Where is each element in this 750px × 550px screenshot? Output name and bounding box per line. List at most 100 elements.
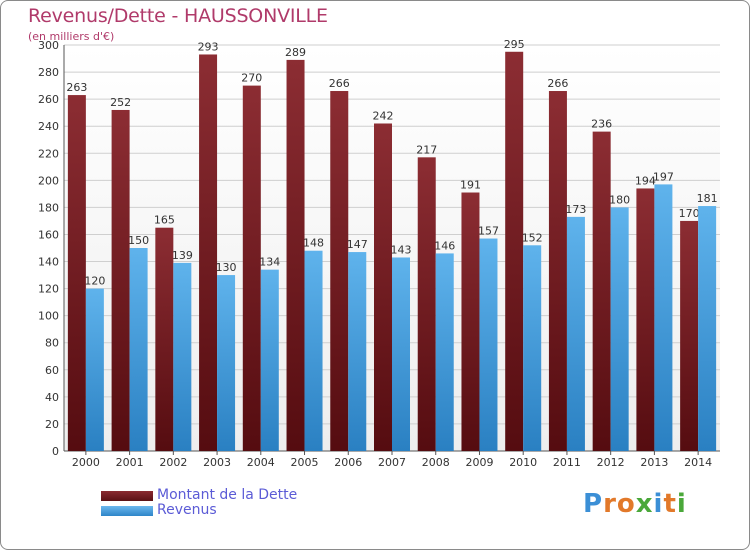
bar-revenus [217,275,236,451]
bar-revenus [260,269,279,451]
bar-revenus [392,257,410,451]
bar-revenus [435,253,454,451]
bar-dette [67,95,86,451]
bar-dette [592,131,611,451]
x-tick-label: 2007 [378,456,406,469]
legend-label-revenus: Revenus [157,502,217,518]
bar-dette [680,220,699,451]
y-tick-label: 300 [38,39,59,52]
x-tick-label: 2014 [684,456,712,469]
y-tick-label: 240 [38,120,59,133]
x-tick-label: 2002 [159,456,187,469]
x-tick-label: 2006 [334,456,362,469]
x-tick-label: 2005 [291,456,319,469]
data-label: 143 [391,243,412,256]
bar-dette [417,157,436,451]
data-label: 152 [522,231,543,244]
y-tick-label: 160 [38,228,59,241]
bar-revenus [610,207,629,451]
bar-revenus [348,252,367,451]
y-tick-label: 140 [38,256,59,269]
data-label: 170 [679,207,700,220]
bar-dette [286,59,305,452]
bar-dette [548,91,567,451]
bar-revenus [523,245,542,451]
data-label: 266 [329,77,350,90]
bar-dette [111,109,130,452]
bar-dette [461,192,480,451]
legend-swatch-revenus [101,506,153,516]
x-tick-label: 2001 [116,456,144,469]
bar-revenus [479,238,498,451]
data-label: 197 [653,170,674,183]
proxiti-logo: Proxiti [583,489,687,519]
data-label: 266 [547,77,568,90]
bar-dette [374,123,392,451]
data-label: 173 [565,203,586,216]
y-tick-label: 100 [38,310,59,323]
x-tick-label: 2004 [247,456,275,469]
y-tick-label: 120 [38,283,59,296]
x-tick-label: 2013 [640,456,668,469]
bar-revenus [129,248,148,451]
bar-revenus [173,262,192,451]
x-tick-label: 2003 [203,456,231,469]
x-tick-label: 2000 [72,456,100,469]
bar-dette [636,188,655,451]
bar-dette [242,85,261,451]
data-label: 146 [434,239,455,252]
y-tick-label: 280 [38,66,59,79]
bar-dette [155,227,174,451]
y-tick-label: 0 [52,445,59,458]
y-tick-label: 20 [45,418,59,431]
y-tick-label: 200 [38,174,59,187]
data-label: 165 [154,214,175,227]
bar-dette [330,91,349,451]
bar-revenus [85,288,104,451]
y-tick-label: 260 [38,93,59,106]
data-label: 150 [128,234,149,247]
data-label: 236 [591,118,612,131]
data-label: 134 [259,256,280,269]
bar-revenus [654,184,673,452]
data-label: 263 [66,81,87,94]
y-tick-label: 180 [38,201,59,214]
data-label: 139 [172,249,193,262]
legend-label-dette: Montant de la Dette [157,487,298,503]
y-tick-label: 80 [45,337,59,350]
legend-swatch-dette [101,491,153,501]
bar-dette [199,54,218,452]
data-label: 130 [216,261,237,274]
data-label: 147 [347,238,368,251]
data-label: 181 [697,192,718,205]
x-tick-label: 2009 [465,456,493,469]
bar-revenus [698,206,717,451]
data-label: 120 [84,275,105,288]
chart-title: Revenus/Dette - HAUSSONVILLE [28,5,328,27]
data-label: 289 [285,46,306,59]
x-tick-label: 2012 [597,456,625,469]
data-label: 295 [504,38,525,51]
data-label: 191 [460,179,481,192]
x-tick-label: 2008 [422,456,450,469]
bar-revenus [304,250,323,451]
x-tick-label: 2011 [553,456,581,469]
data-label: 148 [303,237,324,250]
data-label: 242 [373,109,394,122]
bar-dette [505,51,524,452]
data-label: 293 [198,40,219,53]
y-tick-label: 60 [45,364,59,377]
data-label: 270 [241,72,262,85]
data-label: 180 [609,193,630,206]
bar-revenus [566,216,585,451]
data-label: 157 [478,225,499,238]
chart-subtitle: (en milliers d'€) [28,30,115,43]
y-tick-label: 220 [38,147,59,160]
data-label: 194 [635,174,656,187]
data-label: 252 [110,96,131,109]
y-tick-label: 40 [45,391,59,404]
data-label: 217 [416,143,437,156]
x-tick-label: 2010 [509,456,537,469]
